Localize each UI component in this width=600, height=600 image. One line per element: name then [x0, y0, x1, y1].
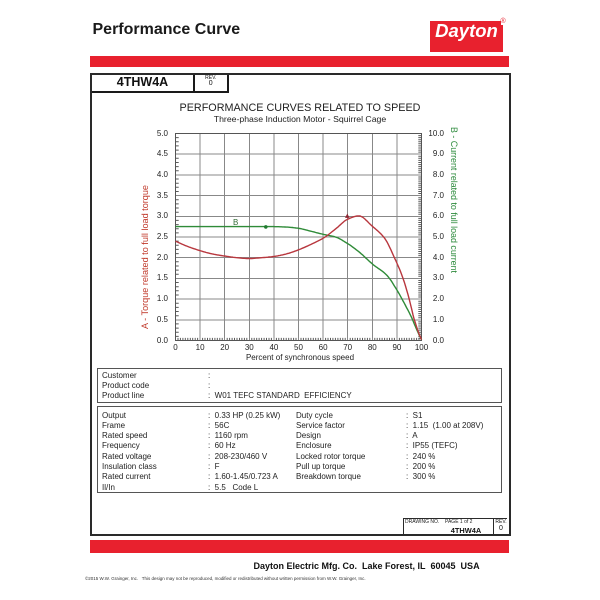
- svg-text:B: B: [233, 218, 238, 227]
